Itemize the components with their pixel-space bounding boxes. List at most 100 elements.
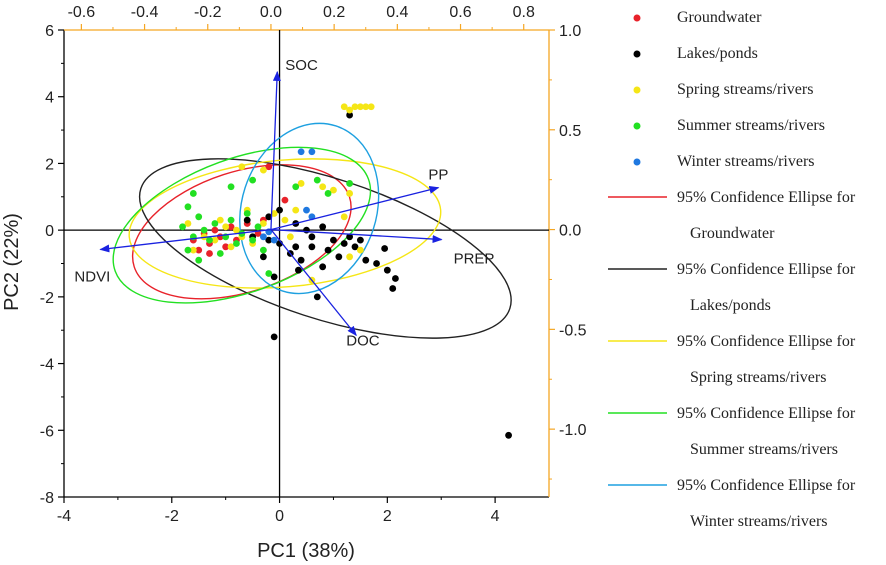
data-point [340,240,348,247]
data-point [195,213,203,221]
data-point [324,246,332,254]
data-point [392,275,399,282]
data-point [346,190,354,197]
loading-vector-prep [270,228,443,244]
data-point [249,176,257,184]
data-point [216,216,224,224]
data-point [184,203,192,211]
confidence-ellipse-summer-streams-rivers [112,146,372,304]
y-tick-label: -4 [40,357,54,374]
loading-vector-doc [270,229,357,337]
data-point [206,236,213,244]
y-tick-label: 2 [45,156,54,173]
legend-marker [633,86,641,94]
data-point [243,210,251,217]
data-point [249,236,257,244]
legend: Groundwater Lakes/ponds Spring streams/riv… [608,9,856,530]
data-point [179,223,186,231]
data-point [308,233,316,241]
x-tick-label: -4 [57,508,71,525]
data-point [389,285,397,292]
data-point [367,103,375,111]
data-point [254,223,262,231]
y-tick-label: 4 [45,90,54,107]
data-point [346,180,354,187]
data-point [308,243,316,251]
top-tick-label: 0.4 [386,4,408,21]
vector-label-prep: PREP [454,251,495,268]
data-point [319,223,327,231]
data-point [292,243,300,251]
y-tick-label: -6 [40,423,54,440]
data-point [308,148,316,156]
data-point [313,293,321,301]
data-point [216,250,224,257]
data-point [324,190,332,197]
data-point [286,233,294,241]
data-point [189,246,197,254]
data-point [206,250,213,257]
data-point [303,226,310,234]
top-tick-label: -0.6 [68,4,96,21]
data-point [319,263,327,271]
legend-ellipse-group: Groundwater [690,225,775,242]
legend-ellipse-label: 95% Confidence Ellipse for [677,333,856,350]
legend-ellipse-group: Summer streams/rivers [690,441,838,458]
data-point [346,253,354,261]
data-point [330,236,337,244]
data-point [270,333,278,341]
data-point [265,213,273,221]
y-axis-title: PC2 (22%) [1,213,23,311]
data-point [227,243,235,251]
data-point [233,240,240,247]
top-tick-label: 0.6 [449,4,471,21]
data-point [195,246,203,254]
data-point [281,216,289,224]
legend-ellipse-label: 95% Confidence Ellipse for [677,261,856,278]
data-point [265,163,273,171]
data-point [297,180,305,187]
vector-label-soc: SOC [285,57,318,74]
x-tick-label: -2 [165,508,179,525]
data-point [243,216,251,224]
data-point [227,223,235,231]
x-axis-title: PC1 (38%) [257,540,355,562]
top-tick-label: -0.2 [194,4,222,21]
legend-label: Winter streams/rivers [677,153,815,170]
top-tick-label: 0.0 [260,4,282,21]
y-tick-label: -2 [40,290,54,307]
data-point [265,236,273,244]
data-point [227,216,235,224]
data-point [259,166,267,174]
legend-label: Lakes/ponds [677,45,758,62]
right-tick-label: -0.5 [559,322,587,339]
data-point [381,245,389,252]
data-point [303,206,310,214]
data-point [184,220,192,227]
right-tick-label: -1.0 [559,422,587,439]
series-lakes-ponds [243,111,512,439]
data-point [265,270,273,277]
data-point [356,246,364,254]
data-point [356,103,364,111]
vector-label-pp: PP [428,167,448,184]
right-tick-label: 0.0 [559,223,581,240]
data-point [346,233,354,241]
loading-vector-pp [270,185,440,231]
legend-label: Spring streams/rivers [677,81,813,98]
data-point [259,233,267,241]
data-point [292,206,300,214]
y-tick-label: -8 [40,490,54,507]
legend-ellipse-group: Winter streams/rivers [690,513,828,530]
data-point [383,266,391,274]
confidence-ellipse-winter-streams-rivers [239,122,380,295]
legend-marker [633,14,641,22]
data-point [346,111,354,119]
legend-ellipse-group: Spring streams/rivers [690,369,826,386]
y-tick-label: 0 [45,223,54,240]
data-point [222,243,230,251]
data-point [346,106,354,114]
data-point [351,243,359,251]
confidence-ellipse-spring-streams-rivers [128,158,442,289]
data-point [189,190,197,197]
